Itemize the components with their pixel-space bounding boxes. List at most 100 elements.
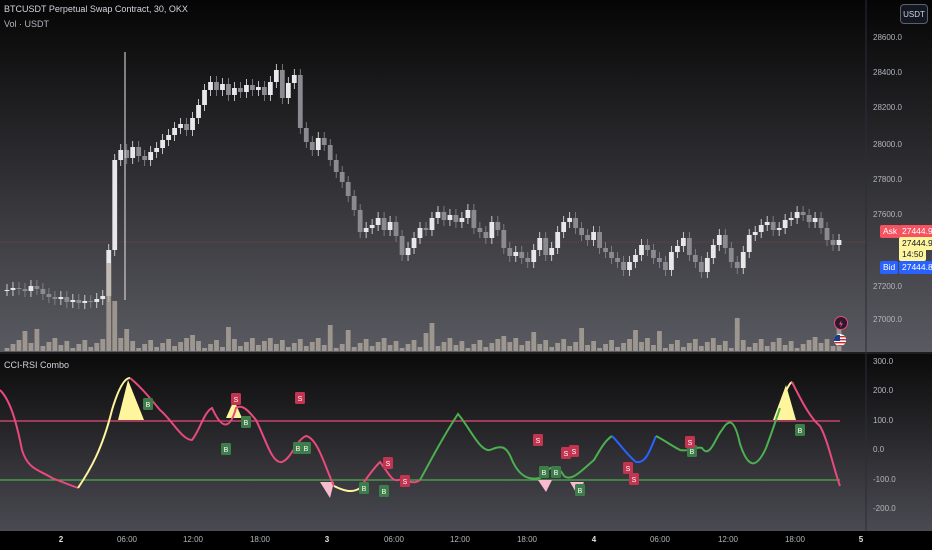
candle-body: [297, 75, 303, 128]
sell-marker: [295, 392, 305, 404]
candle-body: [369, 225, 375, 228]
volume-bar: [621, 343, 626, 351]
volume-bar: [615, 347, 620, 351]
candle-body: [615, 258, 620, 262]
volume-bar: [477, 340, 483, 351]
candle-body: [465, 210, 471, 218]
volume-bar: [202, 348, 207, 351]
candle-body: [525, 258, 531, 262]
volume-bar: [728, 348, 734, 351]
candle-body: [238, 88, 243, 92]
volume-bar: [76, 344, 82, 351]
volume-bar: [40, 346, 46, 351]
candle-body: [770, 222, 776, 230]
symbol-title[interactable]: BTCUSDT Perpetual Swap Contract, 30, OKX: [4, 4, 188, 14]
candle-body: [507, 248, 513, 256]
volume-bar: [34, 329, 40, 351]
candle-body: [279, 70, 285, 98]
time-tick-label: 12:00: [717, 535, 739, 544]
price-pane-background: [0, 0, 932, 352]
price-tick-label: 28000.0: [873, 140, 902, 149]
volume-bar: [172, 346, 177, 351]
candle-body: [261, 87, 267, 95]
candle-body: [483, 232, 489, 238]
candle-body: [22, 289, 28, 291]
volume-bar: [112, 301, 118, 351]
volume-bar: [327, 325, 333, 351]
volume-bar: [309, 342, 315, 351]
candle-body: [285, 83, 291, 98]
volume-bar: [142, 344, 148, 351]
candle-body: [226, 84, 231, 95]
buy-marker-label: B: [146, 402, 151, 409]
candle-body: [752, 232, 758, 235]
candle-body: [58, 297, 64, 299]
candle-body: [698, 262, 704, 272]
candle-body: [363, 228, 369, 232]
candle-body: [220, 84, 225, 90]
volume-bar: [321, 345, 327, 351]
volume-bar: [788, 341, 794, 351]
cci-rsi-line: [0, 389, 79, 489]
candle-body: [447, 215, 453, 220]
candle-body: [52, 297, 58, 299]
candle-body: [202, 90, 207, 105]
volume-bar: [633, 330, 638, 351]
volume-bar: [208, 344, 213, 351]
sell-marker-label: S: [564, 451, 569, 458]
volume-bar: [686, 343, 692, 351]
volume-bar: [543, 340, 549, 351]
volume-bar: [232, 339, 237, 351]
buy-marker: [143, 398, 153, 410]
buy-marker: [551, 466, 561, 478]
volume-bar: [28, 343, 34, 351]
volume-bar: [764, 346, 770, 351]
volume-bar: [609, 340, 614, 351]
price-tick-label: 28200.0: [873, 103, 902, 112]
currency-button[interactable]: USDT: [900, 4, 928, 24]
volume-legend[interactable]: Vol · USDT: [4, 19, 50, 29]
time-tick-label: 2: [58, 535, 64, 544]
candle-body: [190, 118, 195, 130]
volume-bar: [734, 318, 740, 351]
candle-body: [537, 238, 543, 250]
volume-bar: [100, 339, 106, 351]
candle-body: [345, 182, 351, 196]
indicator-title[interactable]: CCI-RSI Combo: [4, 360, 70, 370]
candle-body: [16, 288, 22, 289]
candle-body: [704, 258, 710, 272]
volume-bar: [567, 346, 573, 351]
time-tick-label: 18:00: [249, 535, 271, 544]
volume-bar: [669, 344, 674, 351]
volume-bar: [363, 339, 369, 351]
candle-body: [477, 228, 483, 232]
lightning-icon[interactable]: [834, 316, 848, 330]
volume-bar: [531, 332, 537, 351]
buy-marker: [379, 485, 389, 497]
volume-bar: [297, 339, 303, 351]
ask-label: Ask: [880, 225, 901, 238]
buy-marker-label: B: [690, 449, 695, 456]
us-flag-icon[interactable]: [834, 334, 846, 346]
volume-bar: [315, 338, 321, 351]
buy-marker: [359, 482, 369, 494]
volume-bar: [627, 339, 632, 351]
buy-marker: [575, 484, 585, 496]
sell-marker: [623, 462, 633, 474]
candle-body: [34, 286, 40, 289]
candle-body: [94, 299, 100, 302]
volume-bar: [411, 340, 417, 351]
sell-marker: [629, 473, 639, 485]
volume-bar: [579, 328, 585, 351]
volume-bar: [244, 342, 249, 351]
volume-bar: [573, 342, 579, 351]
sell-marker: [400, 475, 410, 487]
candle-body: [429, 218, 435, 230]
candle-body: [309, 142, 315, 150]
volume-bar: [704, 342, 710, 351]
candle-body: [76, 300, 82, 303]
candle-body: [208, 82, 213, 90]
volume-bar: [429, 323, 435, 351]
